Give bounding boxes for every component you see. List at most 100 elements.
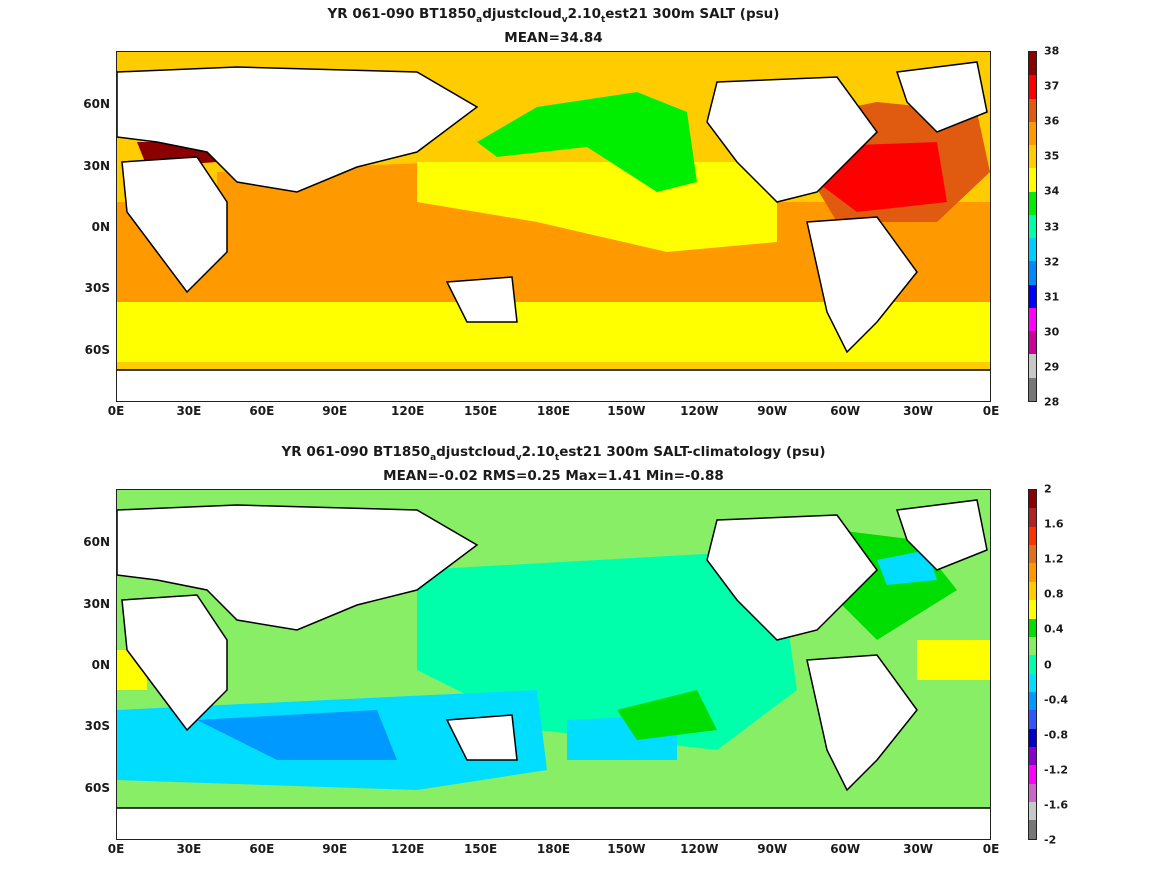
colorbar-tick-label: 34 — [1044, 184, 1060, 198]
x-tick-label: 60E — [249, 404, 275, 418]
colorbar-swatch — [1029, 581, 1036, 601]
x-tick-label: 120W — [680, 842, 719, 856]
colorbar-swatch — [1029, 168, 1036, 192]
x-tick-label: 90E — [322, 404, 348, 418]
colorbar-swatch — [1029, 802, 1036, 821]
x-tick-label: 150W — [607, 842, 646, 856]
x-tick-label: 60E — [249, 842, 275, 856]
x-tick-label: 30W — [903, 842, 934, 856]
colorbar-swatch — [1029, 377, 1036, 401]
colorbar — [1028, 489, 1037, 840]
colorbar-swatch — [1029, 98, 1036, 122]
colorbar-swatch — [1029, 600, 1036, 619]
colorbar-swatch — [1029, 783, 1036, 803]
salinity-map — [116, 51, 991, 402]
y-tick-label: 30N — [83, 597, 110, 611]
colorbar-swatch — [1029, 121, 1036, 146]
colorbar-tick-label: 36 — [1044, 114, 1060, 128]
colorbar-tick-label: 0.4 — [1044, 622, 1064, 636]
colorbar-tick-label: 31 — [1044, 290, 1060, 304]
colorbar-swatch — [1029, 655, 1036, 674]
y-tick-label: 30N — [83, 159, 110, 173]
colorbar-swatch — [1029, 710, 1036, 729]
x-tick-label: 30E — [176, 842, 202, 856]
colorbar-swatch — [1029, 238, 1036, 262]
colorbar-swatch — [1029, 526, 1036, 546]
colorbar-swatch — [1029, 747, 1036, 766]
y-tick-label: 30S — [84, 719, 110, 733]
colorbar-swatch — [1029, 284, 1036, 308]
colorbar-swatch — [1029, 214, 1036, 239]
colorbar-tick-label: 32 — [1044, 255, 1060, 269]
panel-title: YR 061-090 BT1850adjustcloudv2.10test21 … — [327, 6, 780, 25]
colorbar-swatch — [1029, 545, 1036, 564]
colorbar-tick-label: 0.8 — [1044, 587, 1064, 601]
colorbar-swatch — [1029, 728, 1036, 748]
colorbar-swatch — [1029, 765, 1036, 784]
x-tick-label: 0E — [107, 842, 125, 856]
x-tick-label: 150W — [607, 404, 646, 418]
colorbar-swatch — [1029, 490, 1036, 509]
colorbar-tick-label: -2 — [1044, 833, 1057, 847]
colorbar-tick-label: 30 — [1044, 325, 1060, 339]
x-tick-label: 0E — [982, 404, 1000, 418]
x-tick-label: 30E — [176, 404, 202, 418]
panel-subtitle: MEAN=-0.02 RMS=0.25 Max=1.41 Min=-0.88 — [383, 468, 724, 484]
x-tick-label: 90W — [757, 404, 788, 418]
x-tick-label: 150E — [463, 404, 498, 418]
anomaly-map — [116, 489, 991, 840]
y-tick-label: 30S — [84, 281, 110, 295]
colorbar-tick-label: 37 — [1044, 79, 1060, 93]
y-tick-label: 0N — [91, 220, 110, 234]
colorbar-swatch — [1029, 563, 1036, 582]
colorbar-tick-label: 2 — [1044, 482, 1052, 496]
colorbar-tick-label: 38 — [1044, 44, 1060, 58]
x-tick-label: 120E — [391, 842, 425, 856]
x-tick-label: 0E — [107, 404, 125, 418]
colorbar-tick-label: -0.4 — [1044, 693, 1069, 707]
x-tick-label: 30W — [903, 404, 934, 418]
x-tick-label: 60W — [830, 404, 861, 418]
colorbar-swatch — [1029, 52, 1036, 76]
y-tick-label: 60S — [84, 343, 110, 357]
colorbar-swatch — [1029, 691, 1036, 711]
colorbar-swatch — [1029, 636, 1036, 656]
y-tick-label: 60N — [83, 535, 110, 549]
x-tick-label: 90E — [322, 842, 348, 856]
colorbar-swatch — [1029, 331, 1036, 355]
colorbar-tick-label: 0 — [1044, 658, 1052, 671]
x-tick-label: 150E — [463, 842, 498, 856]
colorbar-swatch — [1029, 191, 1036, 215]
colorbar-tick-label: -1.2 — [1044, 763, 1069, 777]
x-tick-label: 120W — [680, 404, 719, 418]
x-tick-label: 0E — [982, 842, 1000, 856]
panel-title: YR 061-090 BT1850adjustcloudv2.10test21 … — [281, 444, 826, 463]
panel-subtitle: MEAN=34.84 — [504, 30, 603, 46]
y-tick-label: 60S — [84, 781, 110, 795]
x-tick-label: 90W — [757, 842, 788, 856]
colorbar-swatch — [1029, 508, 1036, 527]
colorbar-tick-label: -1.6 — [1044, 798, 1069, 812]
x-tick-label: 180E — [536, 404, 571, 418]
colorbar-swatch — [1029, 673, 1036, 692]
x-tick-label: 120E — [391, 404, 425, 418]
x-tick-label: 180E — [536, 842, 571, 856]
colorbar-tick-label: 33 — [1044, 220, 1060, 233]
x-tick-label: 60W — [830, 842, 861, 856]
colorbar-swatch — [1029, 75, 1036, 99]
colorbar-swatch — [1029, 145, 1036, 169]
colorbar-tick-label: 35 — [1044, 149, 1060, 163]
colorbar-swatch — [1029, 354, 1036, 378]
y-tick-label: 60N — [83, 97, 110, 111]
colorbar-swatch — [1029, 261, 1036, 285]
colorbar-tick-label: 1.2 — [1044, 552, 1064, 566]
colorbar-swatch — [1029, 618, 1036, 637]
colorbar-tick-label: 29 — [1044, 360, 1060, 374]
colorbar — [1028, 51, 1037, 402]
colorbar-tick-label: 28 — [1044, 395, 1060, 409]
colorbar-tick-label: 1.6 — [1044, 517, 1064, 531]
colorbar-swatch — [1029, 820, 1036, 839]
y-tick-label: 0N — [91, 658, 110, 672]
colorbar-swatch — [1029, 307, 1036, 332]
colorbar-tick-label: -0.8 — [1044, 728, 1069, 742]
